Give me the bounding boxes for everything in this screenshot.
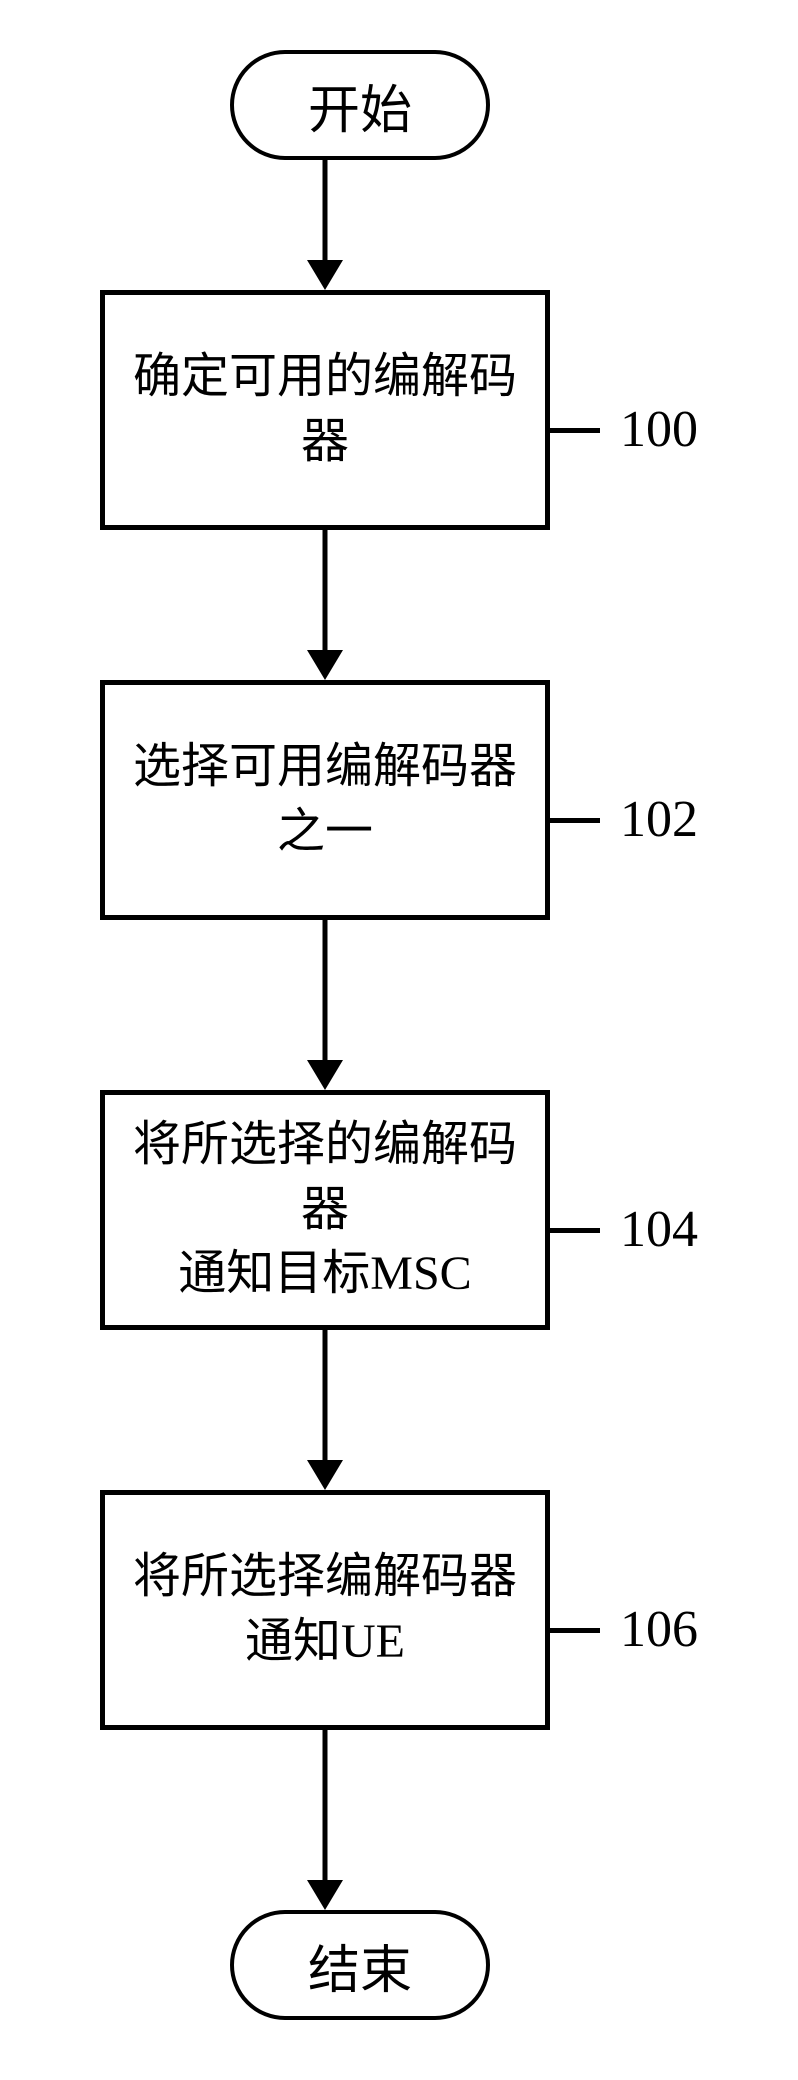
tick-s102 bbox=[550, 818, 600, 823]
process-s106-text: 将所选择编解码器通知UE bbox=[133, 1545, 517, 1675]
label-s104: 104 bbox=[620, 1200, 698, 1259]
tick-s100 bbox=[550, 428, 600, 433]
terminator-start: 开始 bbox=[230, 50, 490, 160]
process-s106: 将所选择编解码器通知UE bbox=[100, 1490, 550, 1730]
process-s100-text: 确定可用的编解码器 bbox=[113, 345, 537, 475]
arrow-start-s100 bbox=[300, 160, 350, 290]
process-s104-text: 将所选择的编解码器通知目标MSC bbox=[113, 1113, 537, 1307]
arrow-s102-s104 bbox=[300, 920, 350, 1090]
label-s100: 100 bbox=[620, 400, 698, 459]
tick-s106 bbox=[550, 1628, 600, 1633]
tick-s104 bbox=[550, 1228, 600, 1233]
process-s104: 将所选择的编解码器通知目标MSC bbox=[100, 1090, 550, 1330]
terminator-end-text: 结束 bbox=[308, 1928, 412, 2003]
process-s102: 选择可用编解码器之一 bbox=[100, 680, 550, 920]
terminator-start-text: 开始 bbox=[308, 68, 412, 143]
terminator-end: 结束 bbox=[230, 1910, 490, 2020]
process-s102-text: 选择可用编解码器之一 bbox=[133, 735, 517, 865]
arrow-s106-end bbox=[300, 1730, 350, 1910]
arrow-s104-s106 bbox=[300, 1330, 350, 1490]
label-s106: 106 bbox=[620, 1600, 698, 1659]
arrow-s100-s102 bbox=[300, 530, 350, 680]
process-s100: 确定可用的编解码器 bbox=[100, 290, 550, 530]
label-s102: 102 bbox=[620, 790, 698, 849]
flowchart-canvas: 开始 确定可用的编解码器 100 选择可用编解码器之一 102 将所选择的编解码… bbox=[0, 0, 798, 2080]
